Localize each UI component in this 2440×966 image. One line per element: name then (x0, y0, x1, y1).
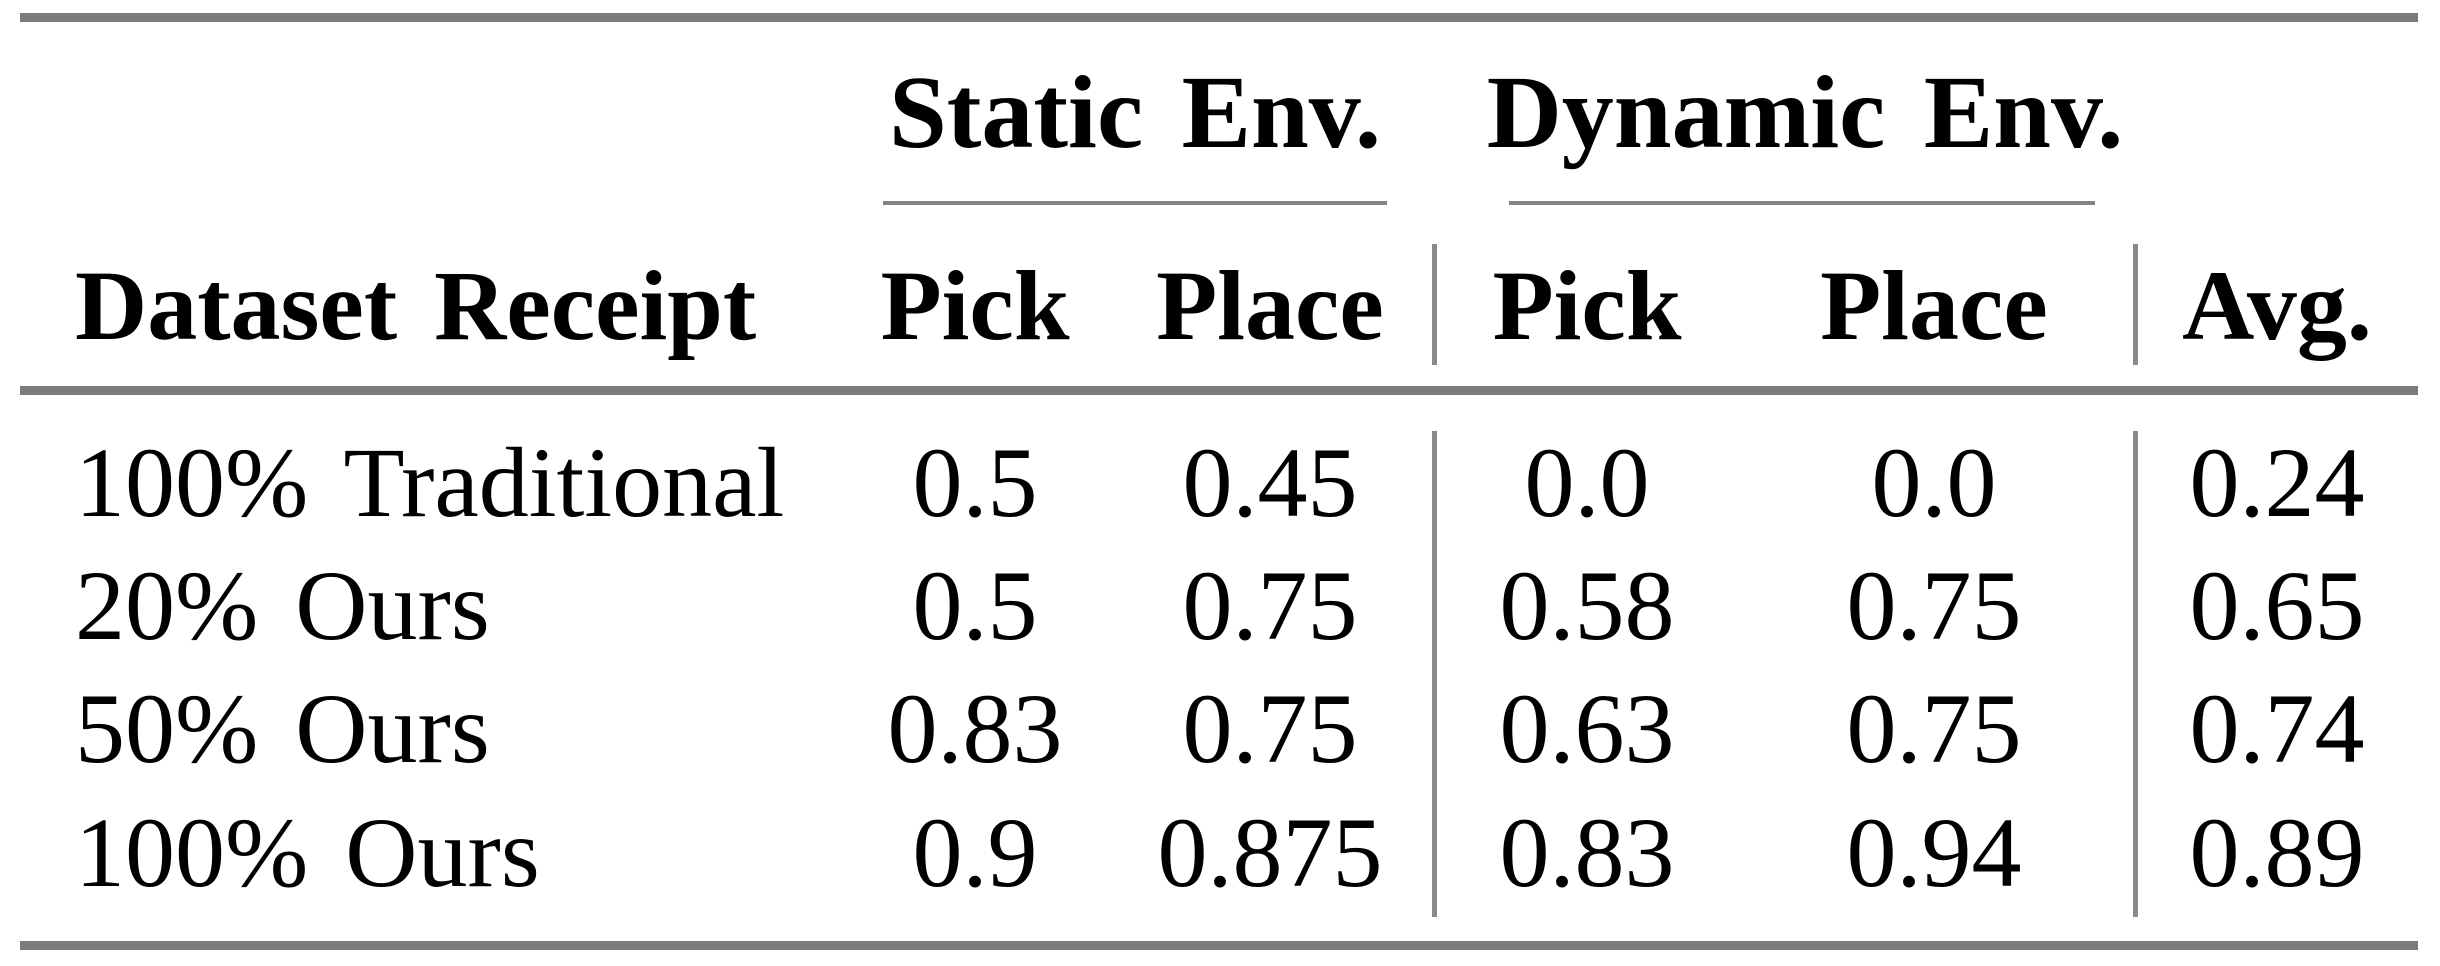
vertical-rule-2-header (2133, 244, 2138, 365)
cell-static-pick: 0.5 (912, 427, 1038, 538)
table-bottom-rule (20, 941, 2418, 950)
column-header-dataset-receipt: Dataset Receipt (75, 250, 757, 361)
column-header-static-place: Place (1156, 250, 1384, 361)
row-label: 100% Ours (75, 797, 540, 908)
cell-static-place: 0.75 (1182, 550, 1358, 661)
column-header-static-pick: Pick (880, 250, 1070, 361)
row-label: 100% Traditional (75, 427, 785, 538)
table-header-rule (20, 386, 2418, 395)
cell-static-pick: 0.5 (912, 550, 1038, 661)
cell-static-place: 0.875 (1157, 797, 1383, 908)
cell-dynamic-pick: 0.0 (1524, 427, 1650, 538)
vertical-rule-2-body (2133, 431, 2138, 917)
cell-avg: 0.74 (2189, 673, 2365, 784)
group-header-dynamic-env: Dynamic Env. (1486, 55, 2124, 170)
column-header-dynamic-place: Place (1820, 250, 2048, 361)
column-header-avg: Avg. (2182, 250, 2372, 361)
cell-static-pick: 0.83 (887, 673, 1063, 784)
cell-avg: 0.89 (2189, 797, 2365, 908)
cell-avg: 0.65 (2189, 550, 2365, 661)
table-top-rule (20, 13, 2418, 22)
column-header-dynamic-pick: Pick (1492, 250, 1682, 361)
cell-static-pick: 0.9 (912, 797, 1038, 908)
row-label: 20% Ours (75, 550, 490, 661)
cell-avg: 0.24 (2189, 427, 2365, 538)
cell-dynamic-place: 0.0 (1871, 427, 1997, 538)
group-header-static-env: Static Env. (888, 55, 1382, 170)
vertical-rule-1-header (1432, 244, 1437, 365)
cell-static-place: 0.75 (1182, 673, 1358, 784)
vertical-rule-1-body (1432, 431, 1437, 917)
cell-dynamic-pick: 0.58 (1499, 550, 1675, 661)
cell-dynamic-place: 0.94 (1846, 797, 2022, 908)
cell-static-place: 0.45 (1182, 427, 1358, 538)
cell-dynamic-place: 0.75 (1846, 673, 2022, 784)
cell-dynamic-pick: 0.63 (1499, 673, 1675, 784)
cell-dynamic-pick: 0.83 (1499, 797, 1675, 908)
row-label: 50% Ours (75, 673, 490, 784)
cmidrule-dynamic-env (1509, 201, 2095, 205)
cell-dynamic-place: 0.75 (1846, 550, 2022, 661)
cmidrule-static-env (883, 201, 1387, 205)
